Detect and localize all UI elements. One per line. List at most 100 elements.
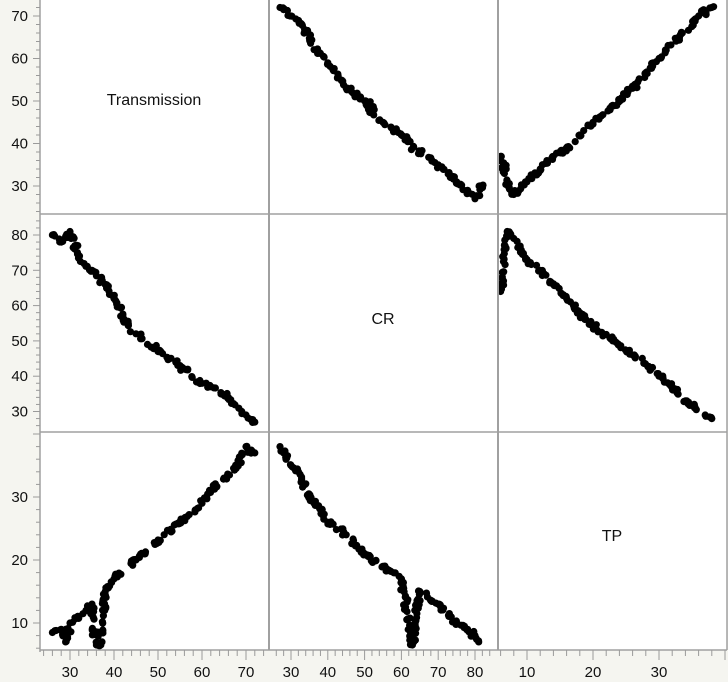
data-point — [99, 619, 107, 627]
data-point — [498, 287, 505, 296]
data-point — [687, 401, 695, 409]
data-point — [338, 76, 346, 84]
data-point — [287, 12, 295, 20]
data-point — [354, 93, 362, 101]
data-point — [57, 625, 65, 633]
data-point — [101, 280, 109, 288]
data-point — [646, 366, 654, 374]
data-point — [641, 360, 650, 368]
data-point — [66, 619, 74, 627]
data-point — [64, 624, 72, 633]
data-point — [97, 641, 105, 649]
data-point — [440, 165, 448, 173]
x-tick-label: 50 — [150, 664, 167, 681]
data-point — [571, 138, 579, 146]
data-point — [207, 487, 215, 495]
data-point — [510, 190, 518, 199]
data-point — [655, 54, 663, 63]
data-point — [673, 385, 682, 394]
data-point — [332, 526, 340, 534]
data-point — [434, 600, 442, 608]
data-point — [708, 3, 716, 12]
data-point — [48, 231, 57, 239]
y-tick-label: 50 — [11, 93, 28, 110]
data-point — [464, 186, 472, 194]
data-point — [412, 624, 420, 633]
x-tick-label: 40 — [319, 664, 336, 681]
data-point — [708, 415, 716, 423]
data-point — [453, 178, 461, 186]
data-point — [634, 78, 642, 86]
data-point — [119, 312, 127, 320]
data-point — [369, 558, 377, 567]
data-point — [403, 607, 411, 616]
data-point — [361, 97, 369, 105]
y-tick-label: 70 — [11, 8, 28, 25]
data-point — [536, 165, 544, 173]
data-point — [514, 243, 522, 252]
data-point — [305, 493, 313, 501]
data-point — [276, 443, 284, 451]
data-point — [416, 148, 424, 156]
data-point — [604, 107, 612, 115]
data-point — [48, 628, 57, 637]
data-point — [141, 548, 150, 556]
data-point — [298, 20, 306, 29]
data-point — [90, 630, 98, 638]
y-tick-label: 60 — [11, 298, 28, 315]
data-point — [503, 178, 511, 186]
data-point — [449, 172, 457, 181]
data-point — [410, 143, 418, 151]
data-point — [154, 537, 162, 545]
data-point — [434, 161, 442, 169]
data-point — [129, 561, 137, 569]
panel-tp-vs-transmission — [48, 442, 259, 650]
data-point — [510, 234, 518, 243]
data-point — [379, 562, 387, 570]
data-point — [353, 541, 361, 550]
data-point — [233, 461, 241, 470]
panel-transmission-vs-tp — [498, 3, 718, 199]
data-point — [464, 625, 472, 633]
data-point — [549, 280, 558, 288]
y-tick-label: 50 — [11, 333, 28, 350]
data-point — [66, 227, 74, 236]
x-tick-label: 30 — [283, 664, 300, 681]
data-point — [523, 178, 531, 186]
data-point — [110, 294, 118, 303]
y-tick-label: 20 — [11, 552, 28, 569]
y-tick-label: 30 — [11, 404, 28, 421]
data-point — [198, 499, 206, 507]
x-tick-label: 10 — [519, 664, 536, 681]
data-point — [623, 348, 631, 356]
data-point — [681, 397, 690, 405]
data-point — [536, 266, 544, 274]
data-point — [235, 453, 243, 461]
data-point — [517, 185, 525, 193]
y-tick-label: 10 — [11, 615, 28, 632]
data-point — [154, 347, 162, 356]
y-tick-label: 40 — [11, 136, 28, 153]
data-point — [342, 531, 350, 539]
x-tick-label: 30 — [651, 664, 668, 681]
data-point — [688, 23, 696, 31]
data-point — [599, 111, 607, 119]
data-point — [324, 59, 332, 67]
data-point — [609, 337, 617, 345]
data-point — [638, 354, 646, 362]
diagonal-label-transmission: Transmission — [107, 92, 202, 109]
x-tick-label: 50 — [356, 664, 373, 681]
data-point — [557, 149, 565, 157]
data-point — [617, 342, 625, 350]
data-point — [124, 320, 132, 328]
data-point — [185, 510, 193, 519]
x-tick-label: 20 — [585, 664, 602, 681]
data-point — [192, 378, 201, 386]
data-point — [615, 95, 623, 104]
data-point — [207, 383, 215, 391]
data-point — [200, 494, 209, 502]
diagonal-label-tp: TP — [602, 528, 622, 545]
data-point — [168, 527, 176, 535]
data-point — [110, 575, 118, 583]
